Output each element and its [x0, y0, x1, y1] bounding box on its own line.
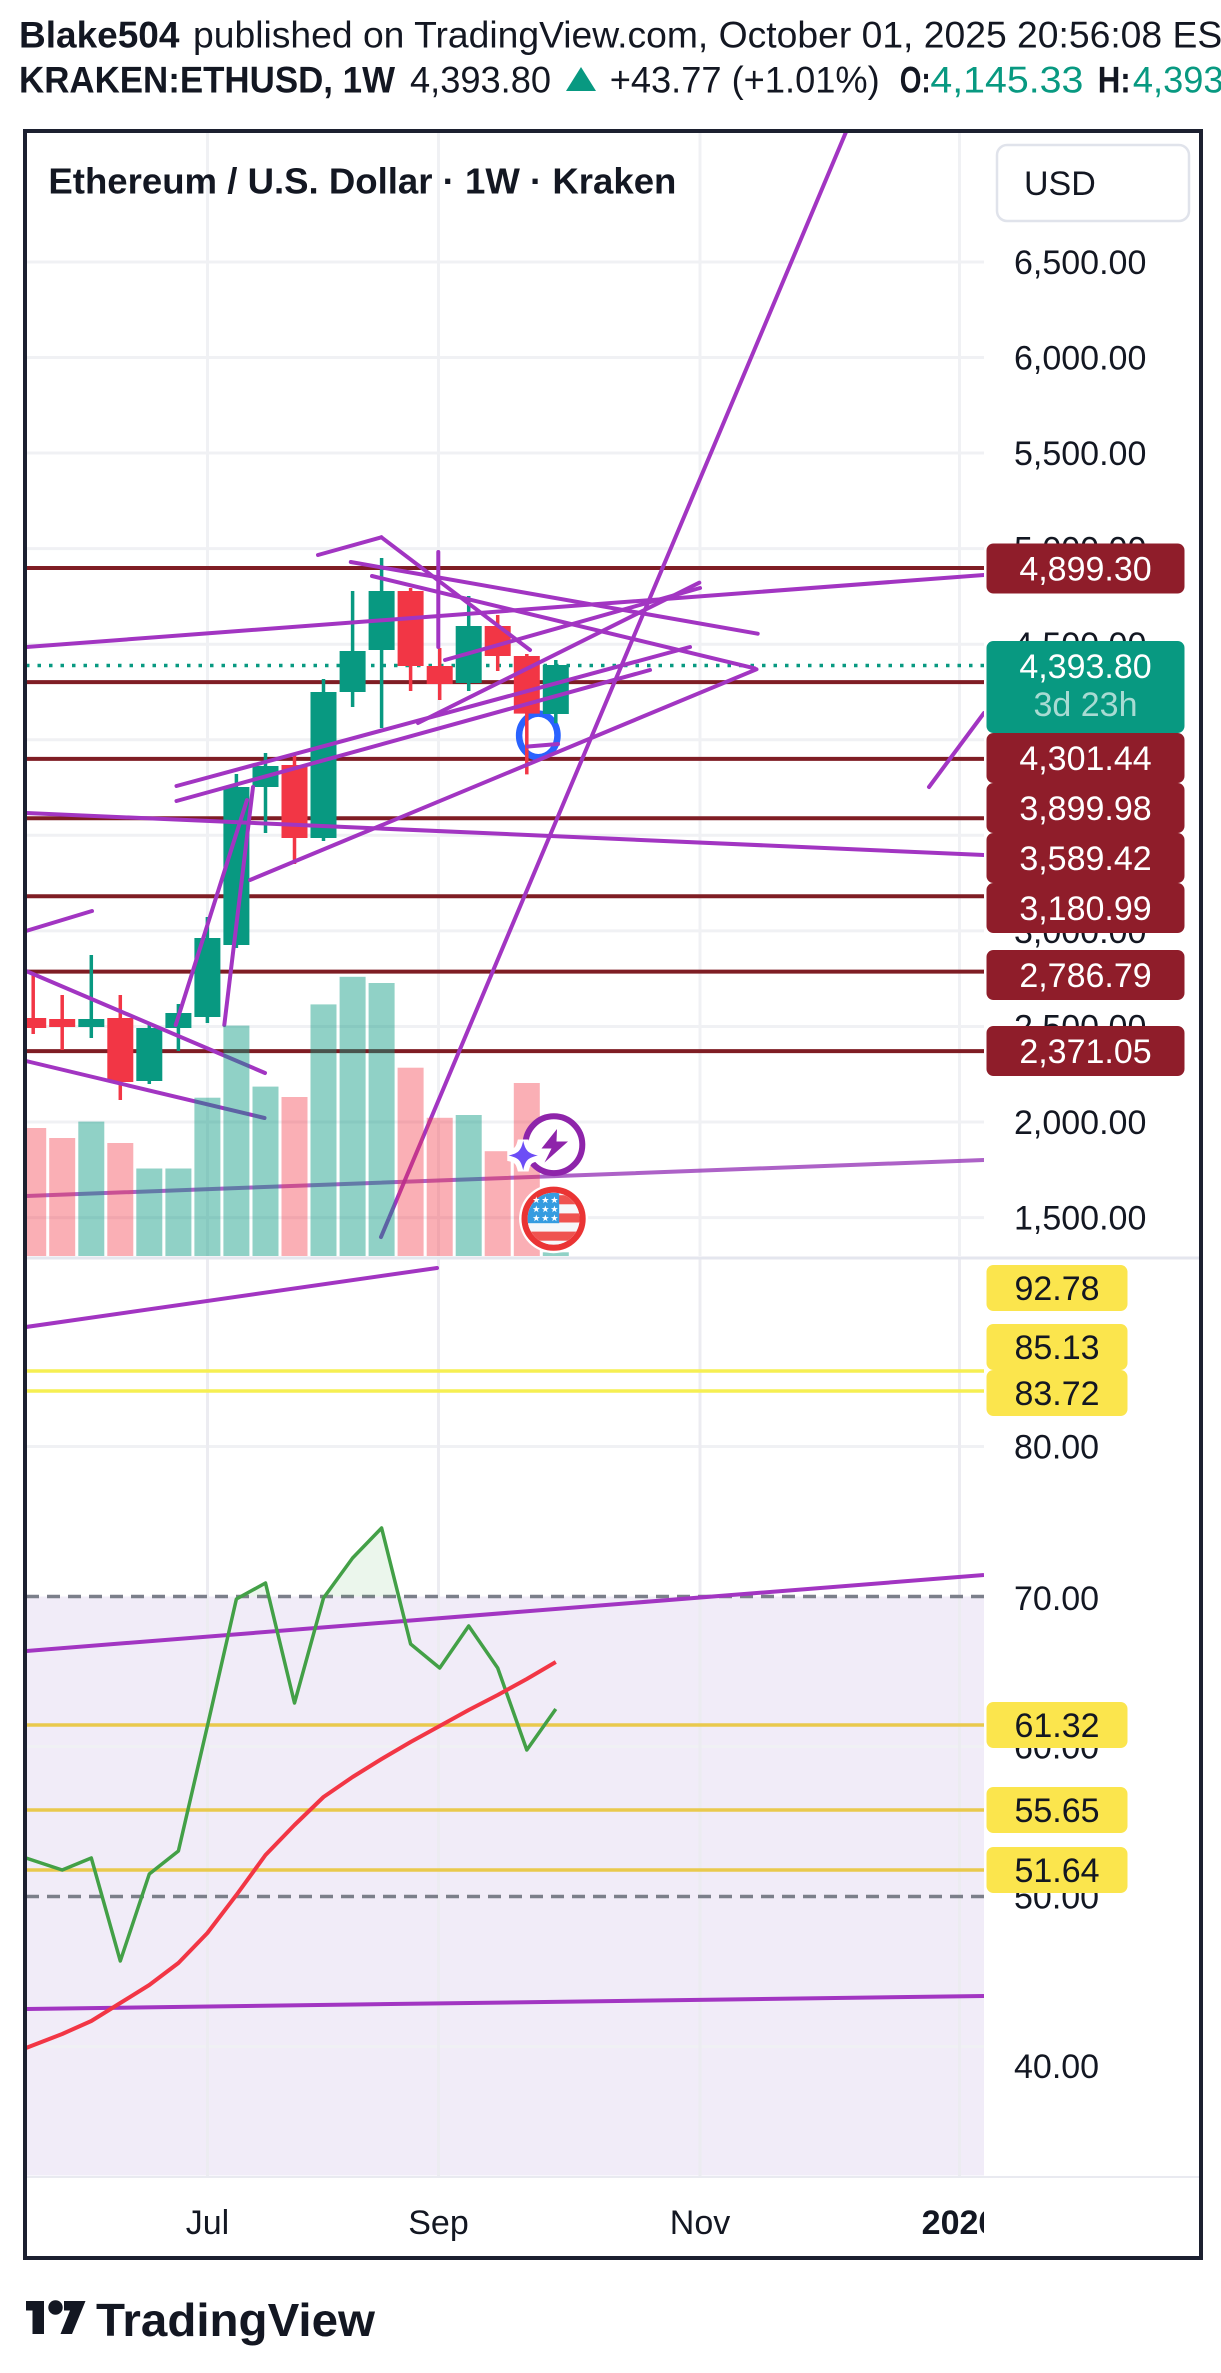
svg-text:4,145.33: 4,145.33: [930, 60, 1083, 101]
svg-text:4,393.80: 4,393.80: [1019, 648, 1151, 686]
svg-text:TradingView: TradingView: [96, 2294, 375, 2346]
svg-text:6,500.00: 6,500.00: [1014, 244, 1146, 282]
svg-text:5,500.00: 5,500.00: [1014, 435, 1146, 473]
svg-text:Blake504: Blake504: [19, 15, 180, 56]
svg-text:3,180.99: 3,180.99: [1019, 890, 1151, 928]
svg-text:KRAKEN:ETHUSD, 1W: KRAKEN:ETHUSD, 1W: [19, 60, 395, 101]
svg-text:4,899.30: 4,899.30: [1019, 551, 1151, 589]
svg-text:Jul: Jul: [186, 2204, 229, 2242]
svg-text:1,500.00: 1,500.00: [1014, 1200, 1146, 1238]
svg-text:USD: USD: [1024, 165, 1096, 203]
svg-text:4,393.80: 4,393.80: [410, 60, 551, 101]
svg-text:3,899.98: 3,899.98: [1019, 790, 1151, 828]
svg-text:6,000.00: 6,000.00: [1014, 340, 1146, 378]
svg-text:H:: H:: [1098, 60, 1131, 101]
svg-text:published on TradingView.com,: published on TradingView.com, October 01…: [193, 15, 1221, 56]
svg-text:92.78: 92.78: [1014, 1270, 1099, 1308]
svg-text:80.00: 80.00: [1014, 1429, 1099, 1467]
svg-text:40.00: 40.00: [1014, 2048, 1099, 2086]
svg-text:+43.77 (+1.01%): +43.77 (+1.01%): [610, 60, 880, 101]
svg-text:Ethereum / U.S. Dollar · 1W ·: Ethereum / U.S. Dollar · 1W · Kraken: [48, 161, 676, 202]
svg-text:51.64: 51.64: [1014, 1852, 1099, 1890]
svg-text:2,000.00: 2,000.00: [1014, 1104, 1146, 1142]
svg-text:85.13: 85.13: [1014, 1329, 1099, 1367]
svg-text:2026: 2026: [922, 2204, 998, 2242]
svg-text:4,393.80: 4,393.80: [1133, 60, 1221, 101]
svg-text:4,301.44: 4,301.44: [1019, 740, 1151, 778]
svg-text:2,371.05: 2,371.05: [1019, 1033, 1151, 1071]
svg-text:3d 23h: 3d 23h: [1034, 686, 1138, 724]
svg-text:83.72: 83.72: [1014, 1375, 1099, 1413]
svg-text:O:: O:: [900, 60, 931, 101]
svg-text:55.65: 55.65: [1014, 1792, 1099, 1830]
svg-text:2,786.79: 2,786.79: [1019, 957, 1151, 995]
svg-text:3,589.42: 3,589.42: [1019, 840, 1151, 878]
svg-text:Sep: Sep: [408, 2204, 469, 2242]
svg-text:70.00: 70.00: [1014, 1580, 1099, 1618]
svg-text:Nov: Nov: [670, 2204, 730, 2242]
svg-text:61.32: 61.32: [1014, 1707, 1099, 1745]
